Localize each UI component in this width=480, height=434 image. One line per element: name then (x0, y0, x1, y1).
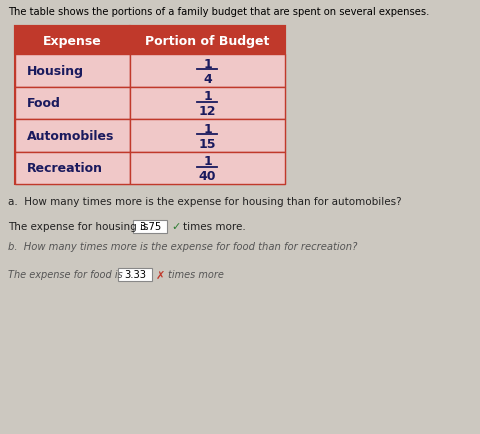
Bar (15, 87, 130, 120)
Text: 12: 12 (198, 105, 216, 118)
Text: times more: times more (168, 270, 223, 280)
Text: times more.: times more. (182, 222, 245, 232)
Text: The table shows the portions of a family budget that are spent on several expens: The table shows the portions of a family… (8, 7, 429, 17)
Text: 15: 15 (198, 138, 216, 151)
Bar (130, 120, 285, 152)
Text: Automobiles: Automobiles (27, 129, 114, 142)
Bar (15, 120, 130, 152)
Text: Recreation: Recreation (27, 162, 103, 175)
Bar (130, 55, 285, 87)
Text: 1: 1 (203, 155, 211, 168)
Text: 3.75: 3.75 (139, 222, 161, 232)
Text: 1: 1 (203, 58, 211, 71)
Text: ✗: ✗ (156, 270, 165, 280)
Bar (15, 55, 130, 87)
Bar (133, 220, 167, 233)
Text: b.  How many times more is the expense for food than for recreation?: b. How many times more is the expense fo… (8, 241, 357, 251)
Text: Portion of Budget: Portion of Budget (145, 34, 269, 47)
Text: The expense for food is: The expense for food is (8, 270, 122, 279)
Text: Expense: Expense (43, 34, 102, 47)
Bar (130, 152, 285, 184)
Text: Housing: Housing (27, 65, 84, 78)
Bar (15, 152, 130, 184)
Text: 3.33: 3.33 (124, 270, 146, 280)
Bar (15, 27, 130, 55)
Text: Food: Food (27, 97, 61, 110)
Bar (130, 27, 285, 55)
Text: 1: 1 (203, 90, 211, 103)
Bar (118, 268, 152, 281)
Text: 40: 40 (198, 170, 216, 183)
Text: The expense for housing is: The expense for housing is (8, 221, 148, 231)
Text: 1: 1 (203, 122, 211, 135)
Bar (15, 27, 285, 184)
Text: a.  How many times more is the expense for housing than for automobiles?: a. How many times more is the expense fo… (8, 197, 401, 207)
Text: 4: 4 (203, 72, 211, 85)
Bar (130, 87, 285, 120)
Text: ✓: ✓ (171, 222, 180, 232)
